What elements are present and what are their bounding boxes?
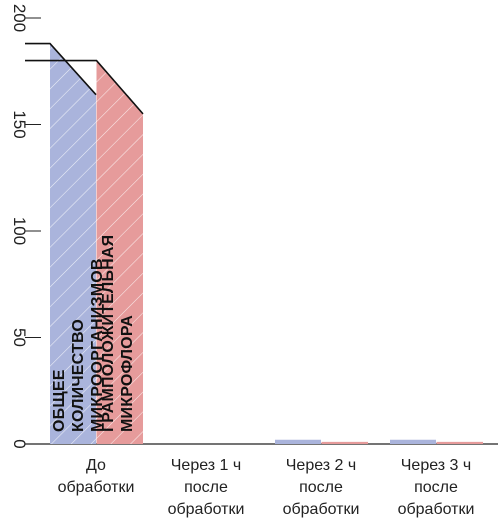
bar-series2-top-line xyxy=(25,59,144,115)
bar-series1-top-line xyxy=(25,42,97,96)
bar-series2 xyxy=(321,441,368,444)
x-category-label: Через 2 ч после обработки xyxy=(283,457,360,518)
bars-group xyxy=(25,42,483,445)
bar-series1 xyxy=(390,439,436,444)
labels-group: До обработки Через 1 ч после обработки Через … xyxy=(51,235,474,518)
y-tick-label: 150 xyxy=(10,110,29,138)
y-tick-label: 0 xyxy=(10,439,29,448)
series2-name-label: ГРАМПОЛОЖИТЕЛЬНАЯ МИКРОФЛОРА xyxy=(100,235,136,432)
series1-name-label: ОБЩЕЕ КОЛИЧЕСТВО МИКРООРГАНИЗМОВ xyxy=(51,258,106,432)
y-tick-label: 50 xyxy=(10,328,29,347)
bar-series1-hatch xyxy=(50,43,96,445)
bar-series2 xyxy=(436,441,483,444)
y-tick-label: 200 xyxy=(10,4,29,32)
bar-series2-hatch xyxy=(96,60,143,444)
x-category-label: До обработки xyxy=(58,457,135,496)
x-category-label: Через 1 ч после обработки xyxy=(168,457,245,518)
x-category-label: Через 3 ч после обработки xyxy=(398,457,475,518)
y-tick-label: 100 xyxy=(10,217,29,245)
bar-series1 xyxy=(275,439,321,444)
